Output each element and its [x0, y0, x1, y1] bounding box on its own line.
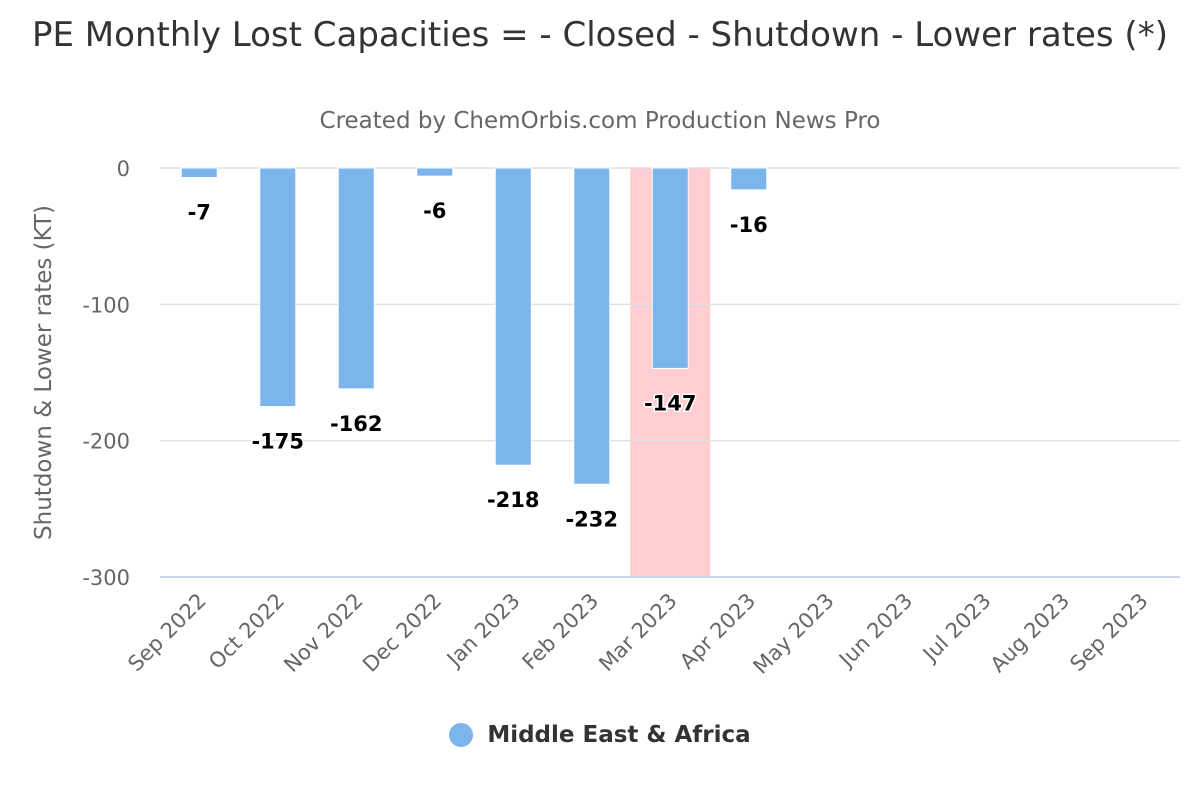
data-label: -7	[188, 201, 211, 225]
x-tick-label: Aug 2023	[986, 589, 1074, 677]
data-label: -232	[565, 507, 618, 531]
y-axis-title: Shutdown & Lower rates (KT)	[31, 205, 57, 540]
data-label: -218	[487, 488, 540, 512]
bar	[494, 167, 532, 466]
data-label: -16	[730, 213, 768, 237]
x-tick-label: Oct 2022	[204, 589, 289, 674]
x-tick-label: Sep 2023	[1065, 589, 1152, 676]
data-label: -162	[330, 412, 383, 436]
x-tick-label: Feb 2023	[518, 589, 604, 675]
x-tick-label: Jun 2023	[833, 589, 917, 673]
data-label: -147	[644, 391, 697, 415]
bar	[337, 167, 375, 390]
x-tick-label: Jan 2023	[441, 589, 525, 673]
chart-title: PE Monthly Lost Capacities = - Closed - …	[32, 15, 1168, 55]
x-tick-label: Nov 2022	[279, 589, 367, 677]
y-tick-label: -200	[82, 430, 130, 454]
x-tick-label: Jul 2023	[917, 589, 996, 668]
bar	[259, 167, 297, 408]
y-tick-label: -100	[82, 293, 130, 317]
data-label: -6	[423, 199, 446, 223]
x-tick-label: Dec 2022	[358, 589, 446, 677]
bar	[573, 167, 611, 485]
chart-subtitle: Created by ChemOrbis.com Production News…	[319, 108, 881, 134]
x-tick-label: Sep 2022	[123, 589, 210, 676]
y-tick-label: 0	[117, 157, 130, 181]
x-tick-label: Apr 2023	[675, 589, 760, 674]
bar	[180, 167, 218, 179]
bar	[651, 167, 689, 369]
legend-swatch	[449, 723, 474, 747]
legend-label: Middle East & Africa	[487, 722, 751, 748]
bar	[416, 167, 454, 177]
legend: Middle East & Africa	[0, 722, 1200, 748]
bar	[730, 167, 768, 191]
data-label: -175	[251, 430, 304, 454]
x-tick-label: Mar 2023	[594, 589, 682, 677]
x-tick-label: May 2023	[749, 589, 839, 679]
y-tick-label: -300	[82, 566, 130, 590]
